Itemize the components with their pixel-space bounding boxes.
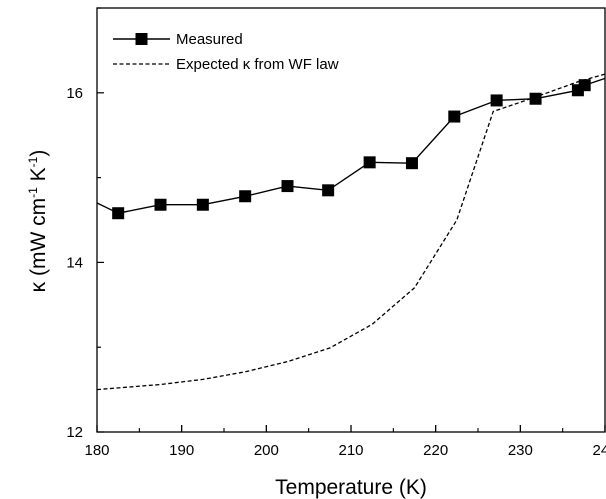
- x-tick-label: 180: [84, 442, 109, 459]
- x-axis-title: Temperature (K): [275, 476, 427, 499]
- data-point-measured: [281, 180, 294, 193]
- y-tick-label: 14: [66, 254, 83, 271]
- data-point-measured: [196, 198, 209, 211]
- legend: Measured Expected κ from WF law: [113, 31, 339, 73]
- y-axis-unit-open: (mW cm: [27, 198, 50, 282]
- x-tick-label: 210: [338, 442, 363, 459]
- data-point-measured: [112, 207, 125, 220]
- y-axis-exponent-1: -1: [26, 187, 40, 198]
- plot-frame: [96, 7, 606, 433]
- legend-label-expected: Expected κ from WF law: [176, 56, 339, 73]
- data-point-measured: [154, 198, 167, 211]
- y-tick-label: 12: [66, 424, 83, 441]
- series-line-expected: [97, 73, 605, 391]
- data-point-measured: [578, 79, 591, 92]
- data-point-measured: [363, 156, 376, 169]
- y-axis-unit-mid: K: [27, 167, 50, 187]
- series-line-measured: [97, 77, 605, 214]
- data-point-measured: [448, 110, 461, 123]
- series-layer: [97, 73, 605, 391]
- y-axis-title: κ (mW cm-1 K-1): [26, 150, 50, 293]
- y-axis-kappa: κ: [27, 281, 50, 292]
- y-tick-label: 16: [66, 85, 83, 102]
- data-point-measured: [490, 94, 503, 107]
- data-point-measured: [405, 157, 418, 170]
- x-tick-label: 240: [592, 442, 606, 459]
- y-axis-unit-close: ): [27, 150, 50, 157]
- x-tick-label: 200: [254, 442, 279, 459]
- y-axis-exponent-2: -1: [26, 156, 40, 167]
- legend-marker-measured: [135, 33, 148, 45]
- x-tick-label: 190: [169, 442, 194, 459]
- legend-label-measured: Measured: [176, 31, 243, 48]
- data-point-measured: [529, 92, 542, 105]
- data-point-measured: [239, 190, 252, 203]
- axis-ticks: 180 190 200 210 220 230 240 12 14 16: [66, 7, 606, 459]
- data-point-measured: [322, 184, 335, 197]
- x-tick-label: 220: [423, 442, 448, 459]
- x-tick-label: 230: [508, 442, 533, 459]
